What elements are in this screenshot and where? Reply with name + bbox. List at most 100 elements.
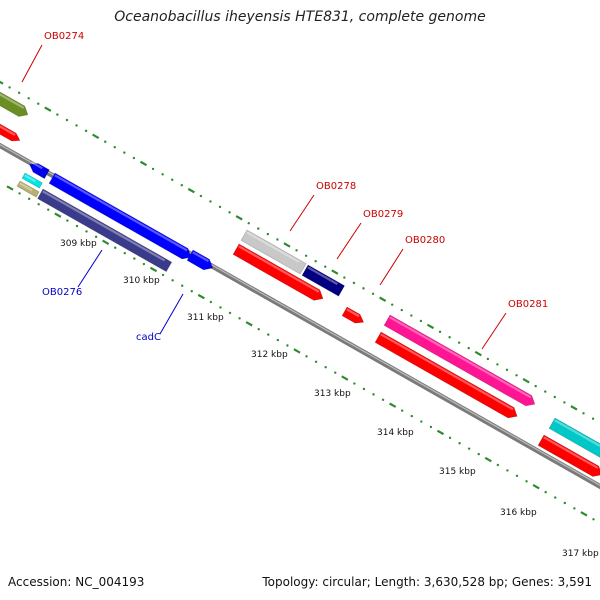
gene-label: OB0280 bbox=[405, 235, 445, 246]
upper-track-minor-tick bbox=[352, 281, 356, 285]
feature-OB0281 bbox=[383, 314, 536, 407]
kbp-label: 311 kbp bbox=[187, 313, 224, 323]
lower-track-minor-tick bbox=[114, 246, 117, 249]
upper-track-minor-tick bbox=[582, 412, 585, 415]
accession-text: Accession: NC_004193 bbox=[8, 575, 145, 589]
lower-track-major-tick bbox=[293, 348, 301, 354]
kbp-label: 314 kbp bbox=[377, 428, 414, 438]
feature-layer bbox=[0, 74, 600, 477]
lower-track-minor-tick bbox=[18, 192, 21, 195]
lower-track-major-tick bbox=[197, 293, 205, 300]
feature-OB0276 bbox=[48, 172, 192, 260]
upper-track-minor-tick bbox=[467, 346, 470, 350]
lower-track-minor-tick bbox=[400, 409, 404, 412]
leader-line bbox=[336, 222, 362, 260]
upper-track-minor-tick bbox=[400, 308, 403, 312]
lower-track-minor-tick bbox=[314, 360, 318, 363]
lower-track-minor-tick bbox=[506, 469, 509, 472]
upper-track-minor-tick bbox=[343, 276, 346, 279]
lower-track-minor-tick bbox=[228, 311, 232, 315]
leader-line bbox=[159, 293, 184, 335]
lower-track-major-tick bbox=[580, 511, 588, 517]
upper-track-minor-tick bbox=[410, 314, 413, 317]
gene-label: OB0281 bbox=[508, 299, 548, 310]
upper-track-major-tick bbox=[283, 242, 291, 248]
upper-track-minor-tick bbox=[371, 292, 375, 296]
upper-track-major-tick bbox=[92, 133, 100, 139]
lower-track-minor-tick bbox=[267, 333, 270, 336]
kbp-label: 310 kbp bbox=[123, 276, 160, 286]
upper-track-minor-tick bbox=[84, 129, 88, 133]
upper-track-minor-tick bbox=[247, 222, 250, 225]
lower-track-major-tick bbox=[532, 484, 540, 490]
kbp-label: 312 kbp bbox=[251, 350, 288, 360]
feature-arrow-OB0274 bbox=[0, 74, 29, 117]
feature-arrow-OB0280 bbox=[341, 306, 365, 324]
lower-track-minor-tick bbox=[324, 366, 327, 369]
feature-shine bbox=[0, 108, 16, 136]
upper-track-minor-tick bbox=[419, 319, 423, 323]
feature-arrow-cyan-small bbox=[21, 172, 43, 189]
upper-track-minor-tick bbox=[276, 238, 279, 241]
feature-OB0276-cds bbox=[37, 188, 173, 273]
gene-label: OB0276 bbox=[42, 287, 82, 298]
upper-track-minor-tick bbox=[37, 102, 40, 105]
lower-track-minor-tick bbox=[180, 284, 184, 287]
kbp-label: 315 kbp bbox=[439, 467, 476, 477]
lower-track-minor-tick bbox=[47, 208, 50, 211]
feature-shine bbox=[31, 161, 43, 170]
lower-track-minor-tick bbox=[458, 442, 461, 445]
upper-track-minor-tick bbox=[295, 249, 298, 252]
lower-track-minor-tick bbox=[372, 393, 375, 396]
lower-track-minor-tick bbox=[133, 257, 136, 260]
upper-track-major-tick bbox=[379, 296, 387, 302]
feature-shine bbox=[19, 182, 33, 192]
feature-arrow-OB0276 bbox=[48, 172, 192, 260]
upper-track-minor-tick bbox=[104, 140, 107, 143]
lower-track-minor-tick bbox=[37, 203, 40, 206]
leader-line bbox=[77, 249, 103, 288]
gene-label: OB0279 bbox=[363, 209, 403, 220]
feature-arrow-tan-small bbox=[16, 180, 40, 198]
feature-shine bbox=[307, 266, 338, 286]
upper-track-minor-tick bbox=[304, 254, 308, 257]
upper-track-minor-tick bbox=[544, 390, 547, 393]
upper-track-major-tick bbox=[44, 106, 52, 112]
feature-OB0274-cds bbox=[0, 106, 21, 142]
callout-layer: OB0274 OB0278 OB0279 OB0280 OB0281 OB0276 cadC bbox=[21, 31, 548, 350]
feature-OB0278-cds bbox=[232, 243, 324, 301]
feature-shine bbox=[192, 251, 210, 263]
upper-track-minor-tick bbox=[161, 173, 164, 176]
kbp-label: 313 kbp bbox=[314, 389, 351, 399]
upper-track-minor-tick bbox=[56, 113, 59, 116]
upper-track-minor-tick bbox=[218, 205, 222, 209]
feature-arrow-right-cyan bbox=[548, 417, 600, 459]
upper-track-major-tick bbox=[570, 405, 578, 411]
lower-track-minor-tick bbox=[381, 398, 385, 402]
lower-track-minor-tick bbox=[161, 273, 165, 277]
leader-line bbox=[379, 248, 404, 286]
upper-track-minor-tick bbox=[390, 303, 394, 306]
genome-backbone-highlight bbox=[0, 143, 600, 487]
upper-track-minor-tick bbox=[515, 374, 518, 377]
feature-right-red bbox=[537, 434, 600, 477]
lower-track-major-tick bbox=[102, 239, 110, 245]
upper-track-minor-tick bbox=[228, 211, 231, 214]
feature-cadC bbox=[186, 249, 214, 271]
feature-OB0278 bbox=[240, 229, 307, 275]
backbone-layer bbox=[0, 142, 600, 490]
upper-track-minor-tick bbox=[209, 200, 212, 203]
lower-track-major-tick bbox=[245, 321, 253, 327]
upper-track-minor-tick bbox=[17, 91, 21, 95]
kbp-label: 316 kbp bbox=[500, 508, 537, 518]
lower-track-minor-tick bbox=[353, 382, 356, 385]
feature-OB0276-top bbox=[29, 161, 50, 179]
upper-track-minor-tick bbox=[534, 384, 537, 388]
lower-track-minor-tick bbox=[477, 452, 480, 456]
lower-track-minor-tick bbox=[171, 279, 174, 282]
upper-track-minor-tick bbox=[457, 341, 461, 344]
feature-shine bbox=[554, 419, 600, 447]
lower-track-minor-tick bbox=[448, 436, 452, 440]
upper-track-major-tick bbox=[522, 378, 530, 384]
